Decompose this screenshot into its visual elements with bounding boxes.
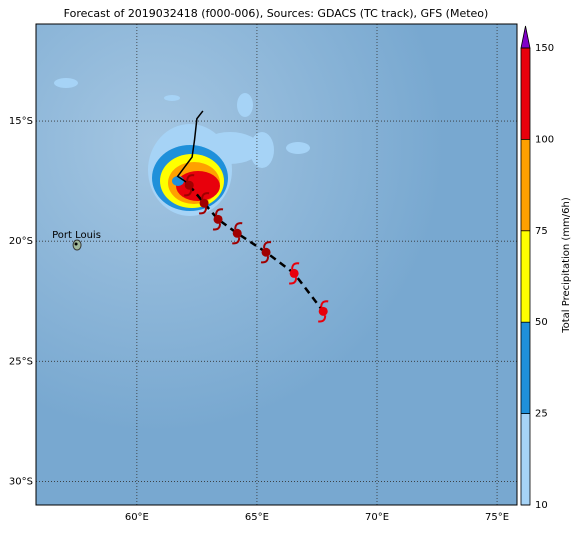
colorbar-tick-label: 75 bbox=[535, 226, 548, 237]
lat-tick-label: 25°S bbox=[9, 356, 33, 367]
colorbar-segment bbox=[521, 322, 530, 414]
map-area: Port Louis bbox=[36, 24, 517, 505]
cyclone-symbol bbox=[184, 174, 195, 197]
cyclone-core bbox=[213, 214, 223, 224]
past-track bbox=[176, 110, 204, 186]
map-frame bbox=[35, 23, 518, 506]
map-layer: Port Louis bbox=[36, 24, 517, 505]
colorbar-tick-label: 150 bbox=[535, 43, 554, 54]
lat-tick-label: 30°S bbox=[9, 476, 33, 487]
cyclone-arm bbox=[234, 222, 243, 230]
cyclone-symbol bbox=[198, 192, 210, 215]
colorbar-tick-label: 10 bbox=[535, 500, 548, 511]
cyclone-arm bbox=[320, 300, 329, 308]
cyclone-symbol bbox=[318, 300, 329, 323]
lon-tick-label: 70°E bbox=[365, 512, 389, 523]
cyclone-core bbox=[184, 180, 194, 190]
cyclone-arm bbox=[215, 208, 224, 216]
cyclone-arm bbox=[186, 174, 195, 182]
colorbar-extend bbox=[520, 25, 531, 49]
cyclone-arm bbox=[201, 192, 210, 200]
cyclone-arm bbox=[198, 207, 208, 215]
cyclone-arm bbox=[184, 189, 193, 197]
colorbar-segment bbox=[521, 230, 530, 323]
cyclone-arm bbox=[289, 277, 298, 285]
cyclone-arm bbox=[263, 241, 272, 249]
colorbar-segment bbox=[521, 413, 530, 505]
lat-tick-label: 15°S bbox=[9, 116, 33, 127]
title: Forecast of 2019032418 (f000-006), Sourc… bbox=[64, 7, 489, 20]
ocean bbox=[36, 24, 517, 505]
cyclone-core bbox=[261, 247, 271, 257]
cyclone-symbol bbox=[289, 262, 300, 285]
cyclone-arm bbox=[232, 237, 241, 245]
cyclone-arm bbox=[291, 262, 300, 270]
cyclone-core bbox=[289, 268, 299, 278]
colorbar-tick-label: 25 bbox=[535, 409, 548, 420]
lat-tick-label: 20°S bbox=[9, 236, 33, 247]
colorbar-label: Total Precipitation (mm/6h) bbox=[561, 197, 572, 334]
lon-tick-label: 75°E bbox=[485, 512, 509, 523]
colorbar-tick-label: 100 bbox=[535, 134, 554, 145]
cyclone-core bbox=[232, 228, 242, 238]
lon-tick-label: 65°E bbox=[245, 512, 269, 523]
colorbar-segment bbox=[521, 48, 530, 140]
colorbar-tick-label: 50 bbox=[535, 317, 548, 328]
cyclone-symbol bbox=[260, 241, 272, 264]
cyclone-arm bbox=[260, 256, 270, 264]
cyclone-arm bbox=[212, 223, 222, 231]
cyclone-arm bbox=[318, 315, 327, 323]
cyclone-core bbox=[199, 198, 209, 208]
cyclone-symbol bbox=[232, 222, 243, 245]
lon-tick-label: 60°E bbox=[125, 512, 149, 523]
place-marker bbox=[74, 242, 78, 246]
place-label: Port Louis bbox=[52, 230, 101, 241]
colorbar: 10 25 50 75 100 150 bbox=[520, 25, 554, 511]
precip-eye bbox=[172, 176, 184, 186]
cyclone-core bbox=[318, 306, 328, 316]
colorbar-segment bbox=[521, 139, 530, 231]
cyclone-symbol bbox=[212, 208, 224, 231]
